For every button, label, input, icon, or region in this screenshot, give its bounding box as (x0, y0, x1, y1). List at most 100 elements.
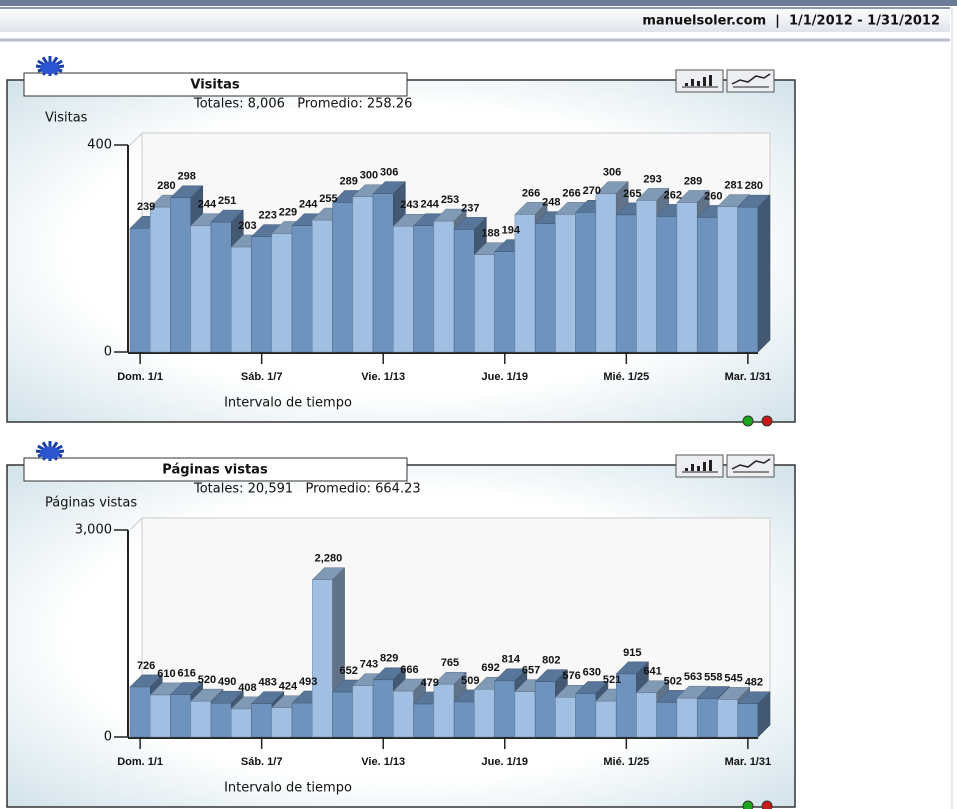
bar-front (231, 246, 252, 353)
bar-front (474, 254, 495, 353)
x-tick-label: Mar. 1/31 (725, 371, 771, 383)
bar-front (737, 703, 759, 738)
y-tick-label: 3,000 (75, 523, 112, 538)
value-label: 545 (724, 672, 742, 684)
x-tick-label: Sáb. 1/7 (241, 371, 283, 383)
button-icon (685, 83, 688, 86)
value-label: 262 (664, 189, 682, 201)
value-label: 300 (360, 170, 378, 182)
bar-front (150, 206, 171, 353)
bar-front (372, 679, 394, 738)
bar-front (352, 685, 374, 738)
value-label: 520 (198, 674, 216, 686)
bar-side (757, 194, 771, 353)
bar-front (393, 225, 414, 353)
bar-front (656, 216, 678, 353)
top-bar (0, 0, 957, 6)
value-label: 306 (380, 167, 398, 179)
value-label: 641 (643, 666, 661, 678)
value-label: 229 (279, 206, 297, 218)
value-label: 765 (441, 657, 459, 669)
x-axis-label: Intervalo de tiempo (224, 781, 352, 796)
value-label: 483 (258, 677, 276, 689)
bar-front (251, 236, 273, 353)
value-label: 239 (137, 201, 155, 213)
status-green (742, 415, 754, 427)
x-tick-label: Vie. 1/13 (361, 371, 405, 383)
value-label: 188 (481, 228, 499, 240)
bar-front (555, 697, 576, 738)
bar-front (575, 693, 597, 738)
bar-front (636, 200, 657, 353)
value-label: 558 (704, 671, 722, 683)
bar-front (636, 692, 657, 738)
bar-front (129, 228, 151, 353)
value-label: 479 (421, 677, 439, 689)
bar-front (251, 703, 273, 738)
value-label: 194 (502, 225, 521, 237)
value-label: 802 (542, 655, 560, 667)
icon-core (40, 447, 60, 459)
x-tick-label: Mié. 1/25 (603, 756, 649, 768)
panel-title: Visitas (190, 78, 239, 93)
value-label: 306 (603, 167, 621, 179)
value-label: 289 (684, 175, 702, 187)
value-label: 743 (360, 659, 378, 671)
button-icon (691, 79, 694, 86)
value-label: 502 (664, 675, 682, 687)
bar-front (190, 700, 212, 738)
value-label: 610 (157, 668, 175, 680)
value-label: 260 (704, 190, 722, 202)
bar-front (717, 699, 738, 738)
value-label: 814 (502, 654, 521, 666)
bar-front (717, 206, 738, 353)
value-label: 657 (522, 665, 540, 677)
bar-front (555, 214, 576, 353)
button-icon (697, 466, 700, 471)
bar-front (413, 703, 435, 738)
bar-front (150, 694, 171, 738)
button-icon (731, 458, 771, 470)
bar-front (210, 221, 232, 353)
bar-front (190, 225, 212, 353)
x-axis-label: Intervalo de tiempo (224, 396, 352, 411)
title-box (23, 72, 408, 97)
value-label: 509 (461, 675, 479, 687)
bar-front (453, 229, 475, 353)
bar-front (433, 683, 455, 738)
subtitle: Totales: 20,591 Promedio: 664.23 (193, 482, 421, 497)
x-tick-label: Jue. 1/19 (482, 371, 528, 383)
value-label: 563 (684, 671, 702, 683)
bar-front (696, 698, 718, 738)
value-label: 280 (745, 180, 763, 192)
header-text: manuelsoler.com | 1/1/2012 - 1/31/2012 (642, 14, 940, 29)
value-label: 630 (583, 666, 601, 678)
status-green (742, 800, 754, 809)
bar-front (170, 197, 192, 353)
title-box (23, 457, 408, 482)
value-label: 266 (522, 187, 540, 199)
value-label: 266 (562, 187, 580, 199)
button-icon (703, 462, 706, 471)
bar-front (129, 686, 151, 738)
bar-front (595, 700, 617, 738)
bar-front (312, 579, 333, 738)
bar-front (696, 217, 718, 353)
button-icon (709, 460, 712, 471)
bar-front (170, 694, 192, 738)
icon-core (40, 62, 60, 74)
bar-front (271, 707, 293, 738)
bar-front (210, 702, 232, 738)
header-bar (0, 8, 950, 32)
panel-icon (35, 56, 65, 76)
value-label: 692 (481, 662, 499, 674)
value-label: 482 (745, 677, 763, 689)
bar-front (291, 702, 313, 738)
y-tick-label: 0 (104, 730, 112, 745)
bar-front (332, 202, 354, 353)
bar-front (413, 225, 435, 353)
value-label: 493 (299, 676, 317, 688)
x-tick-label: Sáb. 1/7 (241, 756, 283, 768)
x-tick-label: Mar. 1/31 (725, 756, 771, 768)
